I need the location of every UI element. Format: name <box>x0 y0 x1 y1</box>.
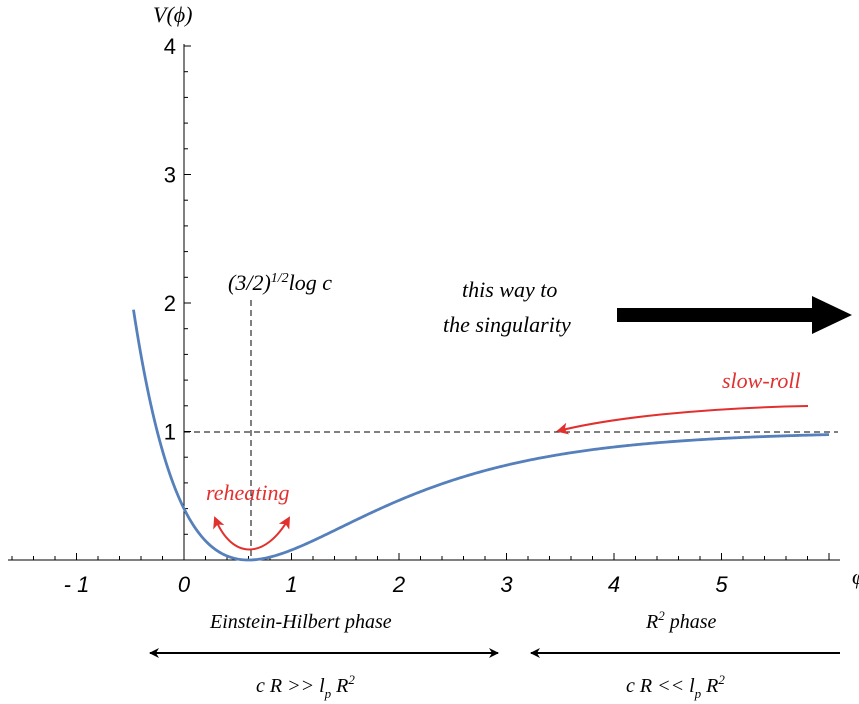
x-tick-label: - 1 <box>64 572 90 597</box>
x-tick-label: 1 <box>285 572 297 597</box>
reheating-label: reheating <box>206 480 290 505</box>
vline-label: (3/2)1/2log c <box>228 270 332 295</box>
potential-curve <box>132 309 830 562</box>
tick-labels: - 1 0 1 2 3 4 5 1 2 3 4 <box>64 34 729 597</box>
x-tick-label: 0 <box>178 572 191 597</box>
slow-roll-arrow <box>556 405 809 435</box>
x-axis-label: φ <box>852 564 859 589</box>
x-tick-label: 3 <box>500 572 513 597</box>
slow-roll-label: slow-roll <box>722 368 801 393</box>
y-tick-label: 1 <box>164 420 176 445</box>
axis-ticks <box>11 45 830 561</box>
singularity-arrow <box>617 296 852 334</box>
left-condition-label: c R >> lp R2 <box>256 672 355 701</box>
x-tick-label: 5 <box>715 572 728 597</box>
singularity-text-line2: the singularity <box>443 312 571 337</box>
singularity-text-line1: this way to <box>462 277 557 302</box>
right-condition-label: c R << lp R2 <box>626 672 725 701</box>
y-tick-label: 4 <box>164 34 176 59</box>
r2-phase-label: R2 phase <box>645 608 717 633</box>
y-tick-label: 2 <box>164 291 176 316</box>
x-tick-label: 4 <box>608 572 620 597</box>
y-axis-label: V(ϕ) <box>153 2 192 27</box>
reheating-arrow <box>213 516 290 551</box>
y-tick-label: 3 <box>164 163 176 188</box>
eh-phase-label: Einstein-Hilbert phase <box>209 611 392 633</box>
x-tick-label: 2 <box>392 572 405 597</box>
